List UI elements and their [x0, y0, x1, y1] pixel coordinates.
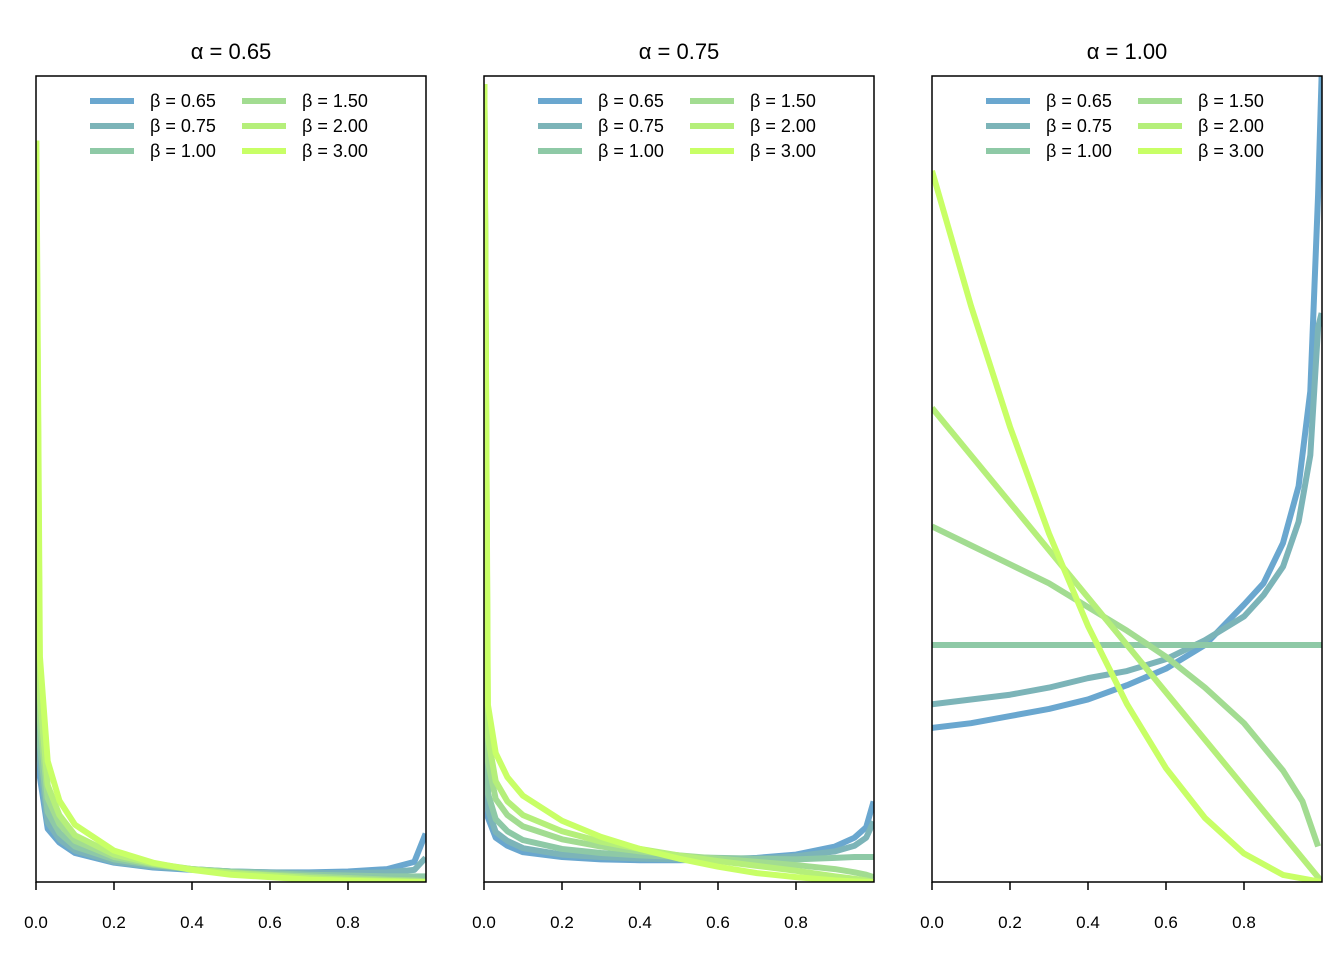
legend: β = 0.65 β = 0.75 β = 1.00 β = 1.50 β = 2.00… — [986, 91, 1264, 161]
x-tick-label: 0.4 — [628, 913, 652, 932]
legend-label: β = 1.50 — [1198, 91, 1264, 111]
legend-label: β = 0.65 — [1046, 91, 1112, 111]
series-line-beta-0-75 — [932, 312, 1322, 708]
series-line-beta-0-65 — [36, 293, 426, 876]
legend-label: β = 2.00 — [1198, 116, 1264, 136]
panel-title: α = 0.65 — [191, 39, 272, 64]
x-tick-label: 0.0 — [920, 913, 944, 932]
legend-label: β = 1.00 — [1046, 141, 1112, 161]
legend-label: β = 0.75 — [150, 116, 216, 136]
series-line-beta-1-50 — [36, 196, 426, 882]
series-line-beta-1-00 — [36, 221, 426, 880]
panel-1: α = 0.650.0 0.2 0.4 0.6 0.8β = 0.65β = 0.75β… — [24, 39, 427, 932]
legend-label: β = 1.00 — [150, 141, 216, 161]
series-line-beta-2-00 — [36, 172, 426, 882]
series-lines — [932, 76, 1322, 882]
panel-2: α = 0.750.0 0.2 0.4 0.6 0.8β = 0.65β = 0.75β… — [472, 39, 875, 932]
x-tick-label: 0.0 — [24, 913, 48, 932]
panel-3: α = 1.000.0 0.2 0.4 0.6 0.8β = 0.65β = 0.75β… — [920, 39, 1323, 932]
legend-label: β = 2.00 — [750, 116, 816, 136]
x-tick-label: 0.8 — [336, 913, 360, 932]
series-line-beta-3-00 — [484, 84, 874, 882]
series-line-beta-2-00 — [932, 405, 1322, 882]
panel-title: α = 1.00 — [1087, 39, 1168, 64]
series-line-beta-1-50 — [932, 523, 1321, 848]
legend: β = 0.65 β = 0.75 β = 1.00 β = 1.50 β = 2.00… — [538, 91, 816, 161]
panel-title: α = 0.75 — [639, 39, 720, 64]
legend-label: β = 3.00 — [750, 141, 816, 161]
plot-frame — [931, 75, 1323, 883]
series-line-beta-1-00 — [484, 84, 874, 863]
x-tick-label: 0.4 — [180, 913, 204, 932]
x-tick-label: 0.6 — [1154, 913, 1178, 932]
x-tick-label: 0.0 — [472, 913, 496, 932]
legend-label: β = 3.00 — [1198, 141, 1264, 161]
series-line-beta-1-50 — [484, 84, 874, 881]
legend-label: β = 1.00 — [598, 141, 664, 161]
legend-label: β = 0.65 — [150, 91, 216, 111]
legend-label: β = 1.50 — [302, 91, 368, 111]
x-tick-label: 0.4 — [1076, 913, 1100, 932]
series-line-beta-0-75 — [36, 269, 426, 877]
legend-label: β = 0.75 — [1046, 116, 1112, 136]
series-line-beta-3-00 — [932, 169, 1322, 882]
x-tick-label: 0.2 — [550, 913, 574, 932]
x-tick-label: 0.2 — [102, 913, 126, 932]
series-line-beta-2-00 — [484, 84, 874, 882]
plot-frame — [35, 75, 427, 883]
series-lines — [484, 84, 874, 882]
plot-frame — [483, 75, 875, 883]
series-lines — [36, 140, 426, 882]
legend-label: β = 3.00 — [302, 141, 368, 161]
x-tick-label: 0.2 — [998, 913, 1022, 932]
legend: β = 0.65 β = 0.75 β = 1.00 β = 1.50 β = 2.00… — [90, 91, 368, 161]
series-line-beta-0-65 — [484, 92, 874, 864]
legend-label: β = 0.75 — [598, 116, 664, 136]
x-tick-label: 0.6 — [258, 913, 282, 932]
legend-label: β = 1.50 — [750, 91, 816, 111]
x-tick-label: 0.6 — [706, 913, 730, 932]
x-tick-label: 0.8 — [784, 913, 808, 932]
series-line-beta-3-00 — [36, 140, 426, 882]
x-tick-label: 0.8 — [1232, 913, 1256, 932]
legend-label: β = 2.00 — [302, 116, 368, 136]
series-line-beta-0-75 — [484, 84, 874, 863]
legend-label: β = 0.65 — [598, 91, 664, 111]
